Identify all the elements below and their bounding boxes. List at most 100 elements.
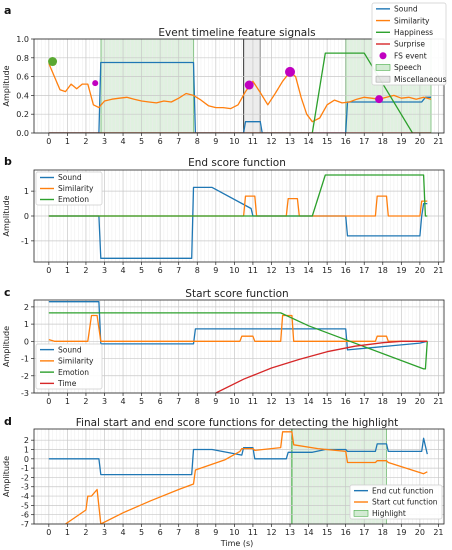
legend-swatch xyxy=(375,75,391,83)
x-tick-label: 13 xyxy=(285,397,295,406)
y-tick-label: 0.6 xyxy=(16,73,29,82)
x-tick-label: 9 xyxy=(213,266,218,275)
x-tick-label: 11 xyxy=(248,266,258,275)
legend-box xyxy=(35,343,103,390)
legend-entry: Happiness xyxy=(394,28,433,37)
x-tick-label: 21 xyxy=(433,137,443,146)
x-tick-label: 0 xyxy=(46,266,51,275)
x-tick-label: 20 xyxy=(415,528,425,537)
x-tick-label: 6 xyxy=(158,528,163,537)
legend-box xyxy=(35,171,103,206)
y-tick-label: 2 xyxy=(24,436,29,445)
panel-title: End score function xyxy=(188,157,286,169)
x-tick-label: 4 xyxy=(121,397,126,406)
y-axis-label: Amplitude xyxy=(2,195,11,236)
x-tick-label: 1 xyxy=(65,137,70,146)
x-tick-label: 12 xyxy=(266,266,276,275)
x-tick-label: 4 xyxy=(121,137,126,146)
x-tick-label: 15 xyxy=(322,266,332,275)
y-tick-label: 1 xyxy=(24,445,29,454)
legend-entry: FS event xyxy=(394,51,427,60)
y-tick-label: -5 xyxy=(21,501,29,510)
x-tick-label: 0 xyxy=(46,528,51,537)
plot-frame xyxy=(33,38,445,134)
panel-title: Event timeline feature signals xyxy=(158,27,315,39)
x-tick-label: 17 xyxy=(359,528,369,537)
legend-swatch xyxy=(375,64,391,71)
x-tick-label: 6 xyxy=(158,397,163,406)
legend-entry: Sound xyxy=(394,5,418,14)
x-tick-label: 9 xyxy=(213,397,218,406)
y-tick-label: 0 xyxy=(24,212,29,221)
x-tick-label: 4 xyxy=(121,528,126,537)
x-tick-label: 5 xyxy=(139,137,144,146)
y-tick-label: 1 xyxy=(24,187,29,196)
x-tick-label: 19 xyxy=(396,137,406,146)
x-tick-label: 8 xyxy=(195,397,200,406)
y-tick-label: 0 xyxy=(24,337,29,346)
series-similarity xyxy=(48,195,428,217)
y-axis-label: Amplitude xyxy=(2,456,11,497)
fs-event-point xyxy=(92,80,99,87)
x-tick-label: 7 xyxy=(176,137,181,146)
legend-box xyxy=(371,2,447,86)
legend-entry: Time xyxy=(57,379,77,388)
y-tick-label: -6 xyxy=(21,511,29,520)
x-tick-label: 18 xyxy=(378,266,388,275)
panel-d: d Final start and end score functions fo… xyxy=(2,415,445,548)
x-tick-label: 1 xyxy=(65,528,70,537)
x-tick-label: 13 xyxy=(285,266,295,275)
x-tick-label: 2 xyxy=(83,137,88,146)
fs-event-point xyxy=(285,66,296,77)
y-tick-label: -7 xyxy=(21,520,29,529)
x-tick-label: 16 xyxy=(341,397,351,406)
x-tick-label: 7 xyxy=(176,266,181,275)
x-tick-label: 14 xyxy=(303,137,313,146)
series-similarity xyxy=(48,314,428,342)
x-tick-label: 10 xyxy=(229,137,239,146)
x-tick-label: 10 xyxy=(229,397,239,406)
series-sound xyxy=(48,61,431,133)
legend-entry: End cut function xyxy=(372,486,434,495)
x-tick-label: 8 xyxy=(195,528,200,537)
x-tick-label: 11 xyxy=(248,397,258,406)
x-tick-label: 16 xyxy=(341,137,351,146)
x-tick-label: 9 xyxy=(213,137,218,146)
x-tick-label: 15 xyxy=(322,137,332,146)
panel-label: b xyxy=(4,155,12,168)
y-tick-label: -2 xyxy=(21,372,29,381)
x-tick-label: 20 xyxy=(415,266,425,275)
x-tick-label: 7 xyxy=(176,528,181,537)
x-tick-label: 19 xyxy=(396,266,406,275)
x-tick-label: 3 xyxy=(102,397,107,406)
x-tick-label: 6 xyxy=(158,266,163,275)
x-tick-label: 4 xyxy=(121,266,126,275)
legend-swatch xyxy=(353,510,369,517)
x-tick-label: 21 xyxy=(433,528,443,537)
panel-b: b End score function 0 1 2 3 4 5 6 7 8 9 10 11 12 13 1… xyxy=(2,155,445,275)
x-axis-label: Time (s) xyxy=(220,539,254,548)
x-tick-label: 3 xyxy=(102,266,107,275)
y-tick-label: 0 xyxy=(24,455,29,464)
series-end-cut-function xyxy=(48,437,428,476)
x-tick-label: 2 xyxy=(83,528,88,537)
x-tick-label: 2 xyxy=(83,397,88,406)
x-tick-label: 1 xyxy=(65,266,70,275)
series-sound xyxy=(48,186,428,259)
x-tick-label: 20 xyxy=(415,137,425,146)
x-tick-label: 11 xyxy=(248,528,258,537)
series-time xyxy=(215,340,428,393)
x-tick-label: 12 xyxy=(266,528,276,537)
legend-entry: Sound xyxy=(58,173,82,182)
y-axis-label: Amplitude xyxy=(2,326,11,367)
y-tick-label: 0.4 xyxy=(16,91,29,100)
x-tick-label: 17 xyxy=(359,397,369,406)
x-tick-label: 2 xyxy=(83,266,88,275)
x-tick-label: 21 xyxy=(433,266,443,275)
y-tick-label: -4 xyxy=(21,492,29,501)
x-tick-label: 5 xyxy=(139,397,144,406)
x-tick-label: 18 xyxy=(378,528,388,537)
y-tick-label: 1.0 xyxy=(16,35,29,44)
x-tick-label: 10 xyxy=(229,528,239,537)
